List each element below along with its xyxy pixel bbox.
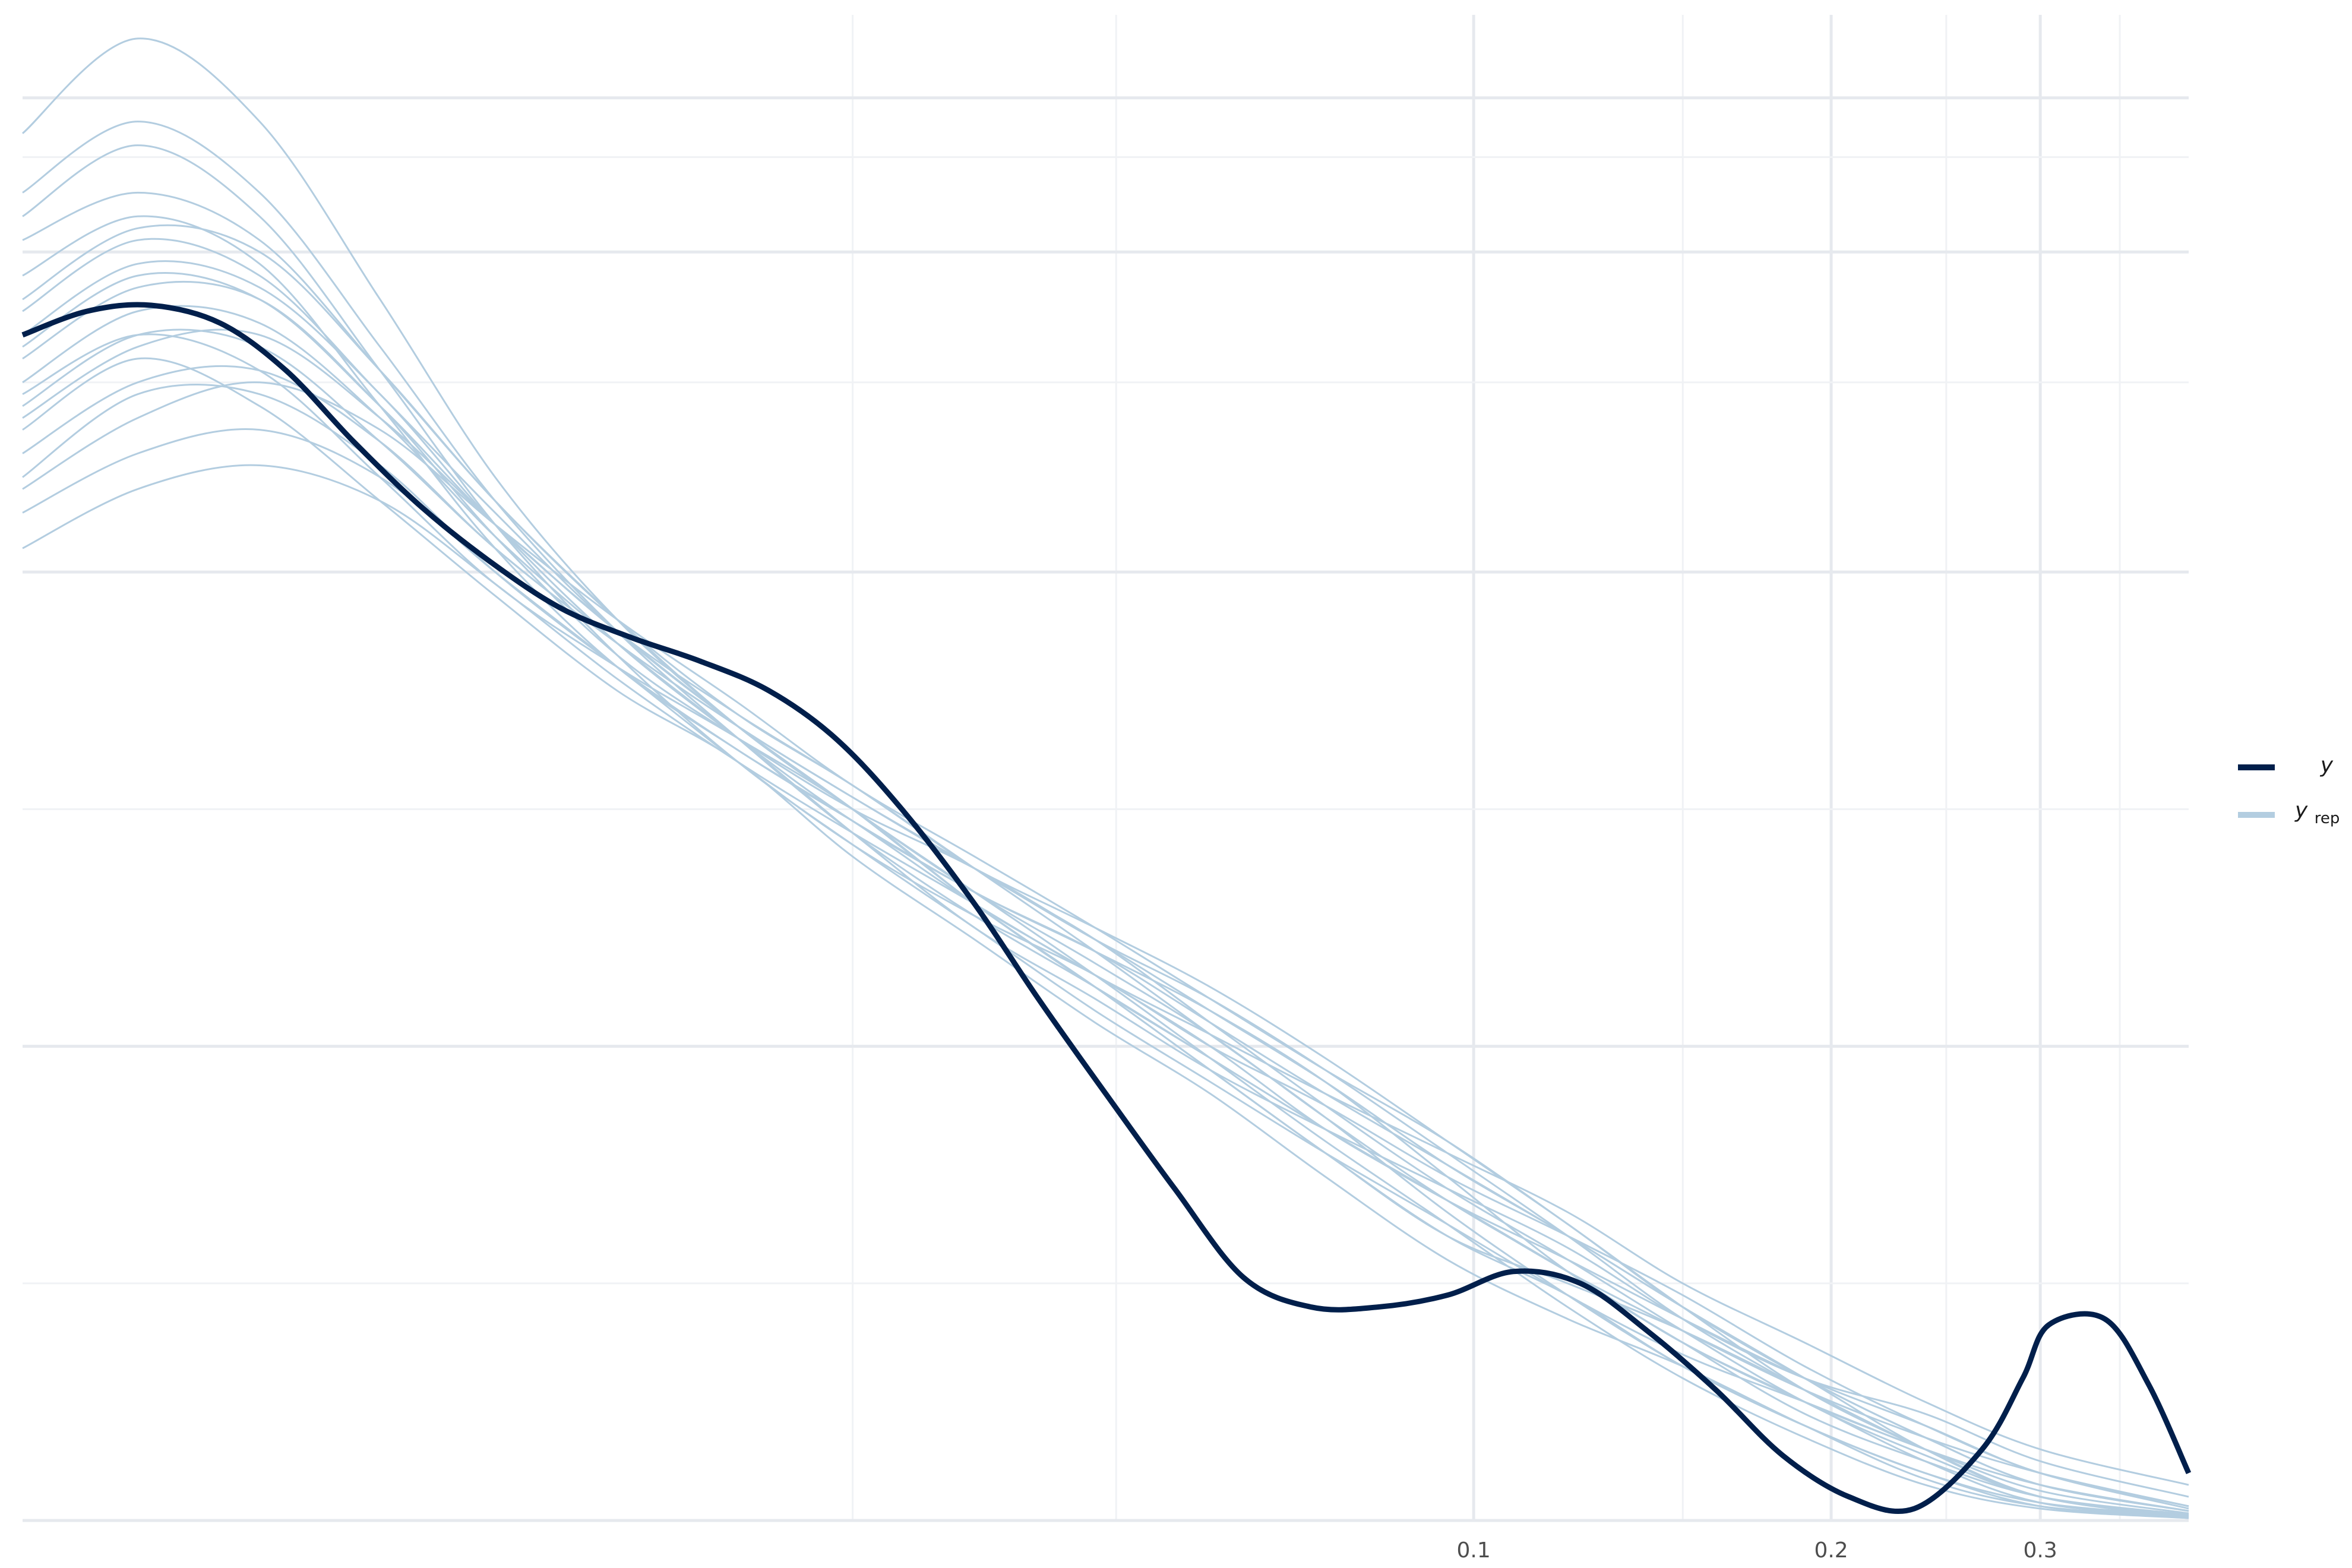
legend: y y rep: [2238, 753, 2340, 827]
x-axis-ticks: 0.1 0.2 0.3: [1457, 1538, 2057, 1563]
x-tick-label: 0.3: [2024, 1538, 2057, 1563]
observed-y-line: [21, 302, 2192, 1515]
yrep-lines: [22, 37, 2189, 1519]
series-line-yrep-19: [22, 121, 2189, 1515]
grid-layer: [23, 15, 2189, 1522]
series-line-yrep-20: [22, 272, 2189, 1507]
legend-label-y: y: [2320, 753, 2334, 777]
legend-label-yrep-base: y: [2294, 798, 2308, 823]
series-line-yrep-12: [22, 260, 2189, 1516]
series-line-yrep-17: [22, 224, 2189, 1519]
series-line-y: [21, 302, 2192, 1515]
legend-label-yrep: y rep: [2294, 798, 2340, 827]
x-tick-label: 0.2: [1814, 1538, 1848, 1563]
legend-label-yrep-subscript: rep: [2315, 810, 2340, 827]
x-tick-label: 0.1: [1457, 1538, 1491, 1563]
